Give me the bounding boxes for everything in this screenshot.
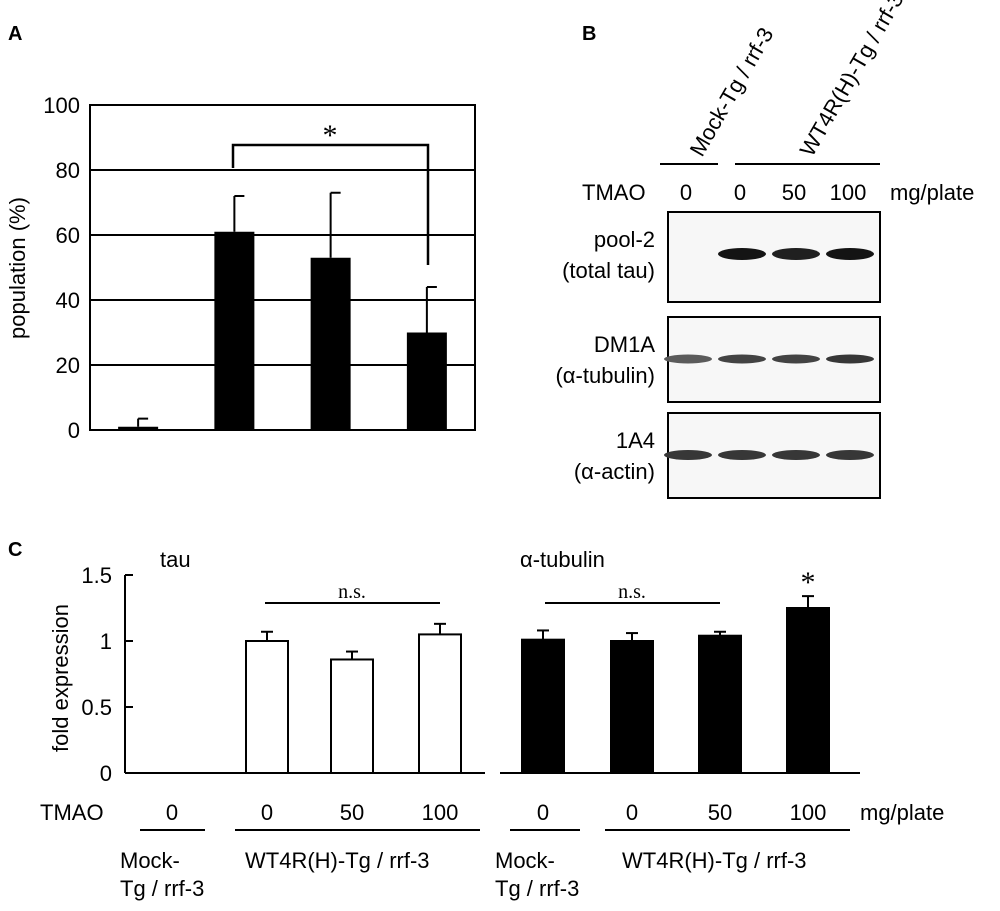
y-tick-label: 0 [68, 418, 80, 443]
star-tubulin: * [801, 566, 816, 599]
panel-c-y-tick-labels: 0 0.5 1 1.5 [81, 563, 112, 786]
lane-header-mock: Mock-Tg / rrf-3 [685, 23, 779, 160]
blot-band [718, 354, 766, 364]
y-tick-label: 20 [56, 353, 80, 378]
blot-1: pool-2 (total tau) [562, 211, 881, 303]
blot-band [718, 248, 766, 260]
dose-label: 50 [340, 800, 364, 825]
panel-a-bars [118, 231, 447, 430]
blot-band [664, 354, 712, 364]
significance-star: * [323, 119, 338, 152]
bar [698, 634, 742, 774]
dose-label: 0 [261, 800, 273, 825]
blot-band [718, 450, 766, 460]
y-tick-label: 80 [56, 158, 80, 183]
lane-header-wt-line1: WT4R(H)-Tg / rrf-3 [795, 0, 909, 160]
blot-band [772, 450, 820, 460]
y-tick-label: 1.5 [81, 563, 112, 588]
blot-label-line1: DM1A [594, 332, 655, 357]
blot-band [772, 354, 820, 364]
blot-band [772, 248, 820, 260]
y-tick-label: 40 [56, 288, 80, 313]
dose-label: 50 [708, 800, 732, 825]
strain-label-tau-mock-1: Mock- [120, 848, 180, 873]
blot-label-line1: pool-2 [594, 227, 655, 252]
y-tick-label: 0.5 [81, 695, 112, 720]
blot-label-line2: (total tau) [562, 258, 655, 283]
bar [418, 633, 462, 775]
y-tick-label: 0 [100, 761, 112, 786]
blot-band [826, 450, 874, 460]
panel-c-significance: n.s. n.s. * [265, 566, 816, 604]
panel-c-error-bars [261, 595, 814, 660]
strain-label-tubulin-mock-1: Mock- [495, 848, 555, 873]
treatment-label-c: TMAO [40, 800, 104, 825]
blot-3: 1A4 (α-actin) [574, 412, 881, 499]
dose-label: 100 [830, 180, 867, 205]
bar [330, 658, 374, 774]
strain-label-tau-mock-2: Tg / rrf-3 [120, 876, 204, 901]
panel-a: A population (%) 0 20 40 60 80 100 * [5, 23, 476, 443]
y-tick-label: 100 [43, 93, 80, 118]
panel-c: C fold expression 0 0.5 1 1.5 tau α-tubulin… [8, 539, 944, 901]
panel-c-ylabel: fold expression [48, 604, 73, 752]
ns-label-tubulin: n.s. [618, 581, 646, 603]
dose-label: 100 [422, 800, 459, 825]
panel-c-axis [124, 574, 860, 774]
panel-c-dose-labels: 0 0 50 100 0 0 50 100 [166, 800, 826, 825]
panel-a-y-tick-labels: 0 20 40 60 80 100 [43, 93, 80, 443]
panel-a-error-bars [137, 191, 437, 427]
panel-a-frame [89, 104, 476, 431]
bar [118, 426, 159, 430]
blot-label-line1: 1A4 [616, 428, 655, 453]
panel-b-dose-labels: 0 0 50 100 [680, 180, 866, 205]
panel-c-letter: C [8, 539, 22, 561]
dose-label: 100 [790, 800, 827, 825]
strain-label-tubulin-mock-2: Tg / rrf-3 [495, 876, 579, 901]
panel-a-significance: * [231, 119, 430, 265]
y-tick-label: 1 [100, 629, 112, 654]
panel-b: B Mock-Tg / rrf-3 WT4R(H)-Tg / rrf-3 TMA… [555, 0, 974, 499]
dose-unit-b: mg/plate [890, 180, 974, 205]
panel-b-blots: pool-2 (total tau) DM1A (α-tubulin) 1A4 (α-ac… [555, 211, 881, 499]
dose-unit-c: mg/plate [860, 800, 944, 825]
dose-label: 0 [680, 180, 692, 205]
dose-label: 0 [166, 800, 178, 825]
group-title-tau: tau [160, 547, 191, 572]
dose-label: 0 [734, 180, 746, 205]
bar [310, 257, 351, 430]
strain-label-tubulin-wt: WT4R(H)-Tg / rrf-3 [622, 848, 807, 873]
blot-2: DM1A (α-tubulin) [555, 316, 881, 403]
dose-label: 50 [782, 180, 806, 205]
bar [406, 332, 447, 430]
bar [245, 640, 289, 774]
dose-label: 0 [626, 800, 638, 825]
blot-label-line2: (α-actin) [574, 459, 655, 484]
bar [610, 640, 654, 774]
treatment-label-b: TMAO [582, 180, 646, 205]
y-tick-label: 60 [56, 223, 80, 248]
panel-a-letter: A [8, 23, 22, 45]
bar [521, 638, 565, 774]
group-title-tubulin: α-tubulin [520, 547, 605, 572]
blot-label-line2: (α-tubulin) [555, 363, 655, 388]
blot-band [826, 248, 874, 260]
bar [214, 231, 255, 430]
ns-label-tau: n.s. [338, 581, 366, 603]
bar [786, 607, 830, 774]
panel-a-ylabel: population (%) [5, 197, 30, 339]
strain-label-tau-wt: WT4R(H)-Tg / rrf-3 [245, 848, 430, 873]
panel-b-letter: B [582, 23, 596, 45]
significance-bracket [231, 143, 430, 265]
blot-band [664, 450, 712, 460]
dose-label: 0 [537, 800, 549, 825]
panel-c-bars [245, 607, 830, 775]
panel-c-strain-labels: Mock- Tg / rrf-3 WT4R(H)-Tg / rrf-3 Mock… [120, 829, 850, 901]
blot-band [826, 354, 874, 364]
